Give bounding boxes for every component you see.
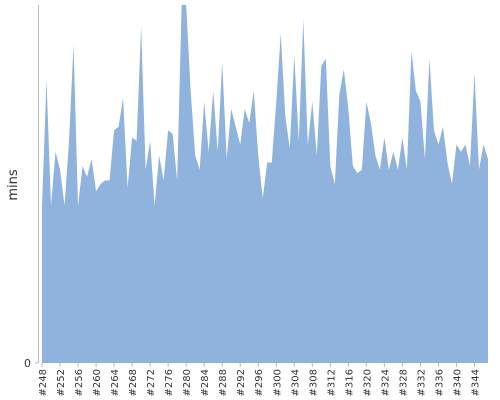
x-tick-label: #248: [38, 369, 49, 396]
x-tick-label: #256: [74, 369, 85, 396]
x-tick-label: #292: [236, 369, 247, 396]
y-tick-label: 0: [24, 357, 31, 370]
x-tick-label: #284: [200, 369, 211, 396]
x-tick-label: #304: [290, 369, 301, 396]
x-tick-label: #316: [344, 369, 355, 396]
x-tick-label: #312: [326, 369, 337, 396]
x-tick-label: #268: [128, 369, 139, 396]
x-tick-label: #308: [308, 369, 319, 396]
x-tick-label: #264: [110, 369, 121, 396]
x-tick-label: #252: [56, 369, 67, 396]
x-tick-label: #260: [92, 369, 103, 396]
x-tick-label: #300: [272, 369, 283, 396]
x-tick-label: #340: [452, 369, 463, 396]
x-tick-label: #288: [218, 369, 229, 396]
x-tick-label: #324: [380, 369, 391, 396]
x-tick-label: #328: [398, 369, 409, 396]
x-tick-label: #272: [146, 369, 157, 396]
x-tick-label: #344: [470, 369, 481, 396]
y-axis-label: mins: [6, 169, 21, 201]
x-tick-label: #280: [182, 369, 193, 396]
x-tick-label: #320: [362, 369, 373, 396]
area: [42, 5, 488, 363]
x-tick-label: #336: [434, 369, 445, 396]
x-tick-label: #296: [254, 369, 265, 396]
x-tick-label: #276: [164, 369, 175, 396]
x-tick-label: #332: [416, 369, 427, 396]
